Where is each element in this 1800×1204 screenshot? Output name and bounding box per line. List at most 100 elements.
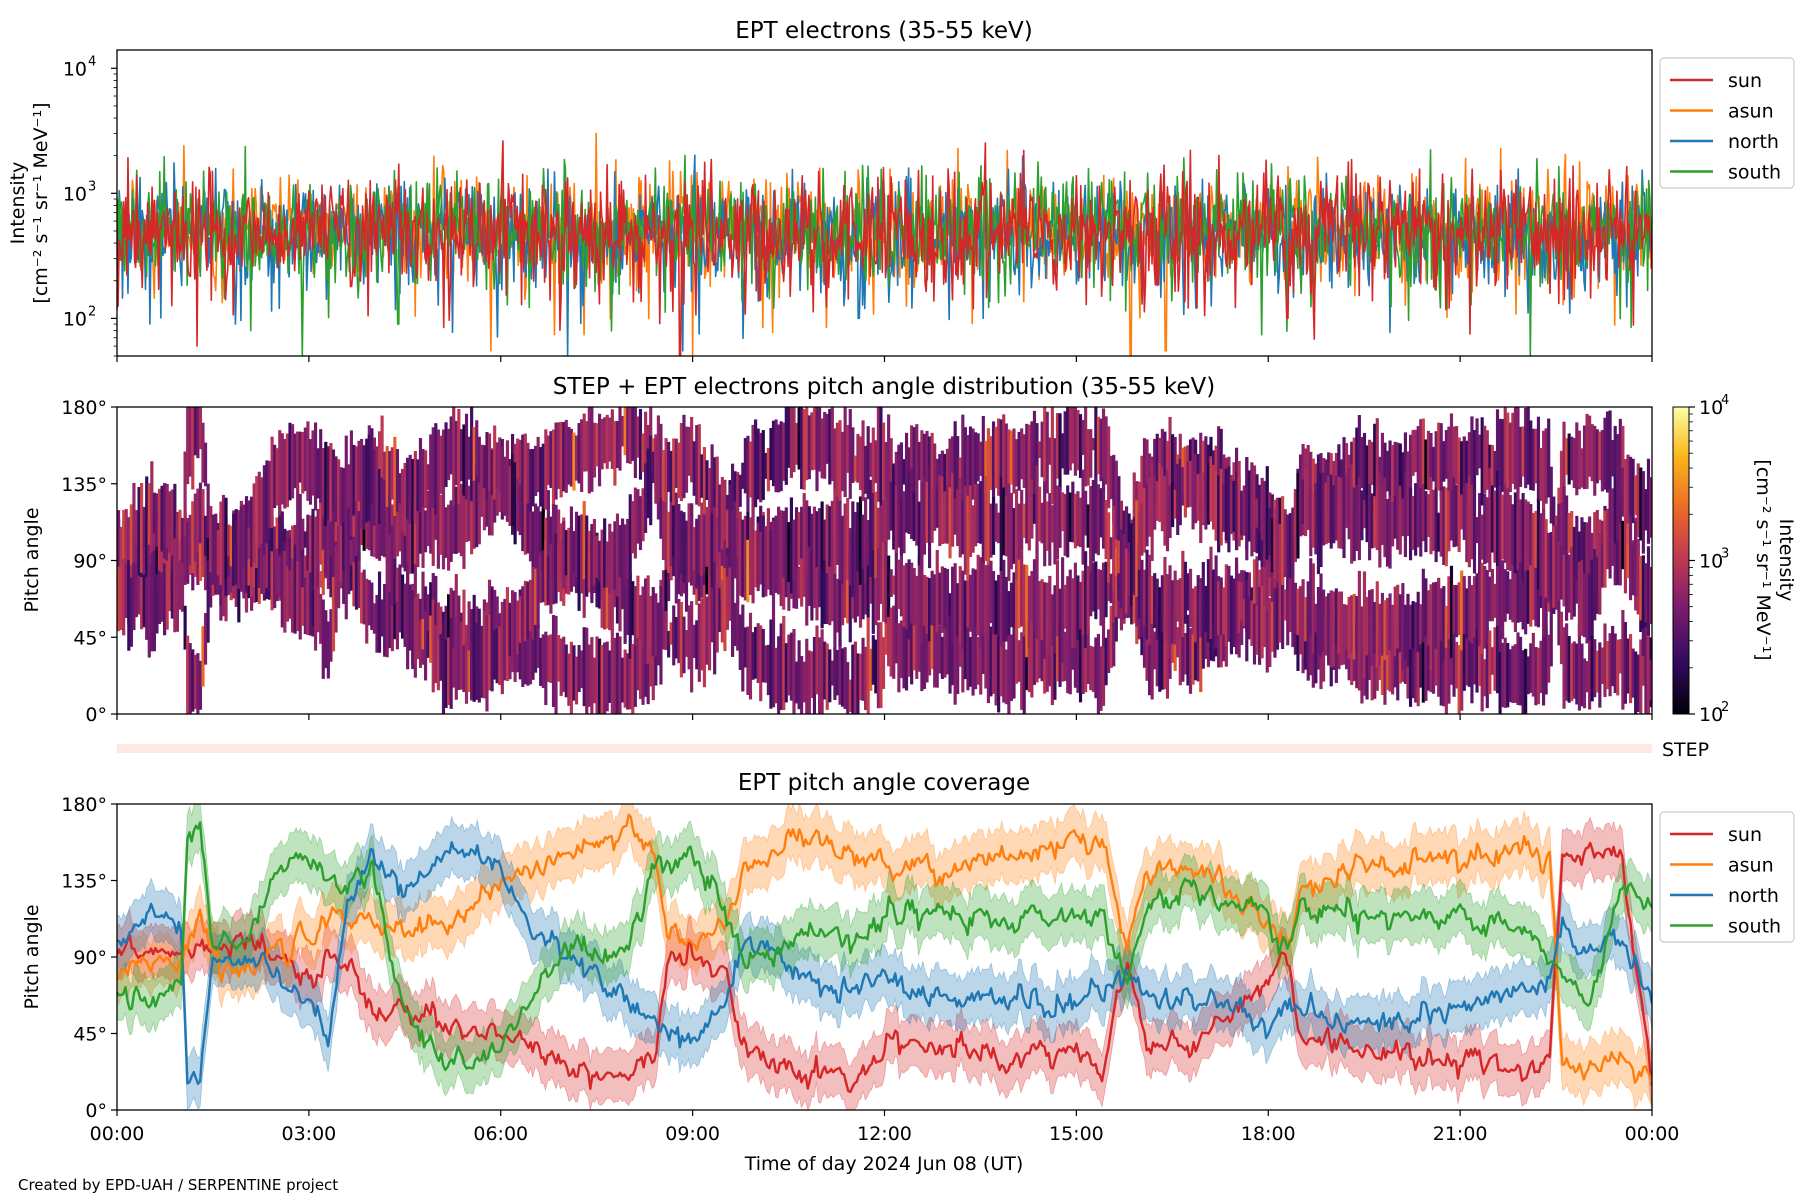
pad-heatmap-cell xyxy=(431,427,435,508)
pad-heatmap-cell xyxy=(1577,430,1581,490)
pad-heatmap-cell xyxy=(1521,493,1525,582)
pad-heatmap-cell xyxy=(1470,602,1474,704)
pad-heatmap-cell xyxy=(321,531,325,596)
pad-heatmap-cell xyxy=(1250,600,1254,646)
pad-heatmap-cell xyxy=(1196,575,1200,644)
pad-heatmap-cell xyxy=(439,634,443,681)
pad-heatmap-cell xyxy=(449,617,453,709)
pad-heatmap-cell xyxy=(1063,584,1067,629)
pad-heatmap-cell xyxy=(1053,627,1057,700)
pad-heatmap-cell xyxy=(513,592,517,673)
pad-heatmap-cell xyxy=(1470,416,1474,492)
pad-heatmap-cell xyxy=(1007,591,1011,636)
pad-heatmap-cell xyxy=(434,575,438,649)
pad-heatmap-cell xyxy=(876,407,880,502)
pad-heatmap-cell xyxy=(498,626,502,686)
pad-heatmap-cell xyxy=(1050,505,1054,543)
pad-heatmap-cell xyxy=(1071,634,1075,670)
pad-heatmap-cell xyxy=(1480,417,1484,506)
pad-heatmap-cell xyxy=(1032,559,1037,627)
coverage-legend-label-asun: asun xyxy=(1728,855,1774,877)
pad-heatmap-cell xyxy=(475,464,479,548)
pad-heatmap-cell xyxy=(1155,608,1159,687)
pad-heatmap-cell xyxy=(1027,623,1031,693)
pad-heatmap-cell xyxy=(613,575,617,608)
pad-heatmap-cell xyxy=(1275,588,1280,650)
pad-heatmap-cell xyxy=(1232,586,1236,644)
pad-heatmap-cell xyxy=(1506,642,1510,708)
pad-heatmap-cell xyxy=(1163,431,1167,513)
pad-heatmap-cell xyxy=(702,584,707,688)
pad-heatmap-cell xyxy=(1511,558,1515,623)
pad-heatmap-cell xyxy=(319,429,323,503)
pad-heatmap-cell xyxy=(301,518,305,549)
pad-heatmap-cell xyxy=(997,574,1001,638)
pad-heatmap-cell xyxy=(393,511,397,559)
pad-heatmap-cell xyxy=(403,585,407,639)
pad-heatmap-cell xyxy=(457,474,461,553)
pad-heatmap-cell xyxy=(337,519,341,609)
pad-heatmap-cell xyxy=(1342,604,1346,665)
pad-heatmap-cell xyxy=(380,477,384,541)
pad-heatmap-cell xyxy=(416,459,420,512)
pad-heatmap-cell xyxy=(1201,472,1205,526)
pad-heatmap-cell xyxy=(1608,633,1612,697)
pad-heatmap-cell xyxy=(1258,484,1262,534)
pad-heatmap-cell xyxy=(1472,490,1477,574)
pad-heatmap-cell xyxy=(1360,618,1364,704)
pad-heatmap-cell xyxy=(1641,555,1645,630)
pad-heatmap-cell xyxy=(1150,575,1154,624)
pad-heatmap-cell xyxy=(569,428,573,487)
pad-heatmap-cell xyxy=(815,552,819,621)
pad-heatmap-cell xyxy=(160,522,164,602)
pad-heatmap-cell xyxy=(968,574,973,632)
pad-heatmap-cell xyxy=(536,436,540,493)
pad-heatmap-cell xyxy=(1401,452,1405,503)
pad-heatmap-cell xyxy=(641,433,645,473)
pad-heatmap-cell xyxy=(311,430,315,496)
pad-heatmap-cell xyxy=(1078,581,1083,630)
pad-heatmap-cell xyxy=(464,413,469,500)
pad-heatmap-cell xyxy=(628,572,632,659)
pad-heatmap-cell xyxy=(1431,489,1436,551)
pad-heatmap-cell xyxy=(777,424,781,493)
pad-heatmap-cell xyxy=(736,538,740,603)
pad-heatmap-cell xyxy=(255,476,259,568)
pad-heatmap-cell xyxy=(989,503,993,558)
pad-heatmap-cell xyxy=(357,553,361,609)
pad-heatmap-cell xyxy=(853,561,857,623)
pad-heatmap-cell xyxy=(1628,543,1633,601)
pad-heatmap-cell xyxy=(1595,510,1599,595)
pad-heatmap-cell xyxy=(692,441,696,496)
pad-heatmap-cell xyxy=(687,503,691,583)
pad-heatmap-cell xyxy=(546,435,550,486)
pad-heatmap-cell xyxy=(897,623,901,693)
pad-heatmap-cell xyxy=(794,422,799,465)
pad-heatmap-cell xyxy=(644,411,648,481)
pad-heatmap-cell xyxy=(390,447,394,500)
pad-heatmap-cell xyxy=(690,416,694,483)
pad-heatmap-cell xyxy=(1309,451,1313,517)
pad-heatmap-cell xyxy=(858,556,863,628)
pad-heatmap-cell xyxy=(881,637,886,689)
pad-heatmap-cell xyxy=(644,578,648,666)
pad-heatmap-cell xyxy=(1439,423,1443,499)
pad-heatmap-cell xyxy=(700,598,704,671)
pad-heatmap-cell xyxy=(582,501,586,580)
pad-heatmap-cell xyxy=(817,637,822,714)
pad-heatmap-cell xyxy=(1229,575,1234,655)
pad-heatmap-cell xyxy=(1513,557,1518,632)
pad-heatmap-cell xyxy=(188,407,192,477)
pad-heatmap-cell xyxy=(664,438,668,503)
pad-heatmap-cell xyxy=(1255,606,1259,655)
pad-heatmap-cell xyxy=(1437,512,1441,552)
pad-heatmap-cell xyxy=(1465,440,1469,501)
pad-heatmap-cell xyxy=(380,415,384,514)
pad-heatmap-cell xyxy=(265,542,269,589)
pad-heatmap-cell xyxy=(1309,609,1313,676)
pad-heatmap-cell xyxy=(702,500,707,574)
pad-heatmap-cell xyxy=(395,567,400,650)
pad-heatmap-cell xyxy=(902,614,906,689)
pad-heatmap-cell xyxy=(817,508,822,571)
pad-heatmap-cell xyxy=(298,493,302,557)
